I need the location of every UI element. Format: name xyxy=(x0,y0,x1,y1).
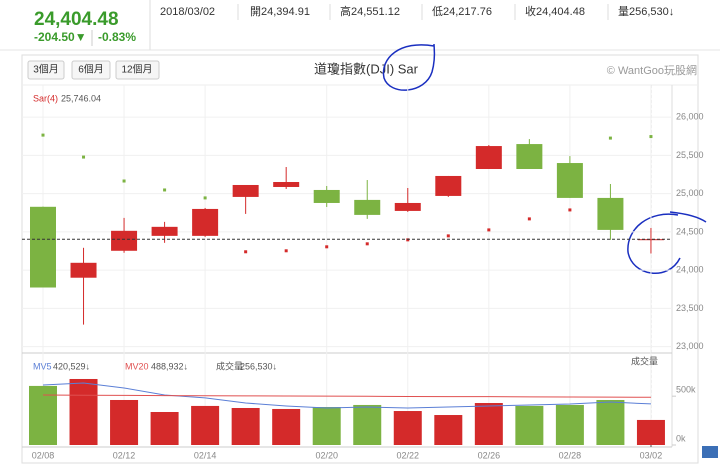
sar-legend: Sar(4) xyxy=(33,93,58,103)
sar-dot xyxy=(406,238,410,242)
high: 高24,551.12 xyxy=(340,4,400,18)
sar-dot xyxy=(122,179,126,183)
ma-legend: MV20 xyxy=(125,361,149,371)
candle-body xyxy=(597,197,624,230)
close: 收24,404.48 xyxy=(525,4,585,18)
sar-dot xyxy=(244,250,248,254)
sar-legend-value: 25,746.04 xyxy=(61,93,101,103)
watermark: © WantGoo玩股網 xyxy=(607,63,697,77)
change: -204.50▼ xyxy=(34,30,87,44)
date: 2018/03/02 xyxy=(160,6,215,18)
sar-dot xyxy=(527,217,531,221)
volume-bar xyxy=(353,404,382,445)
volume-legend-value: 256,530↓ xyxy=(240,361,277,371)
low: 低24,217.76 xyxy=(432,5,492,18)
y-tick-label: 24,000 xyxy=(676,265,704,275)
y-tick-label: 500k xyxy=(676,385,696,395)
candle-body xyxy=(394,202,421,211)
sar-dot xyxy=(82,155,86,159)
candle-body xyxy=(30,206,56,288)
sar-dot xyxy=(649,135,653,139)
sar-dot xyxy=(365,242,369,246)
volume-bar xyxy=(636,419,665,445)
candle-body xyxy=(354,199,381,215)
candle-body xyxy=(435,175,462,196)
range-button[interactable] xyxy=(115,60,160,80)
mail-icon[interactable] xyxy=(702,446,718,458)
x-tick-label: 02/26 xyxy=(478,450,501,460)
sar-dot xyxy=(608,136,612,140)
volume-bar xyxy=(191,405,220,445)
chart-frame xyxy=(21,54,699,464)
volume-bar xyxy=(434,415,463,445)
sar-dot xyxy=(41,133,45,137)
volume-bar xyxy=(474,403,503,445)
candle-body xyxy=(516,144,543,170)
ma-legend: MV5 xyxy=(33,361,52,371)
sar-dot xyxy=(568,208,572,212)
volume-bar xyxy=(29,385,57,445)
sar-dot xyxy=(163,188,167,192)
sar-dot xyxy=(203,196,207,200)
sar-dot xyxy=(487,228,491,232)
y-tick-label: 26,000 xyxy=(676,112,704,122)
volume-bar xyxy=(231,407,260,445)
volume: 量256,530↓ xyxy=(618,5,674,18)
x-tick-label: 02/20 xyxy=(315,450,338,460)
candle-body xyxy=(151,226,178,236)
volume-bar xyxy=(312,407,341,445)
ma-legend-value: 488,932↓ xyxy=(151,361,188,371)
volume-axis-label: 成交量 xyxy=(631,355,658,366)
x-tick-label: 02/28 xyxy=(559,450,582,460)
volume-bar xyxy=(272,408,301,445)
candle-body xyxy=(111,230,138,251)
moving-average xyxy=(42,394,651,398)
candle-body xyxy=(556,163,583,198)
candle-body xyxy=(313,189,340,203)
y-tick-label: 25,500 xyxy=(676,150,704,160)
sar-dot xyxy=(325,245,329,249)
candle-body xyxy=(70,262,97,278)
range-button[interactable] xyxy=(27,60,65,80)
volume-bar xyxy=(393,411,422,445)
y-tick-label: 24,500 xyxy=(676,226,704,236)
open: 開24,394.91 xyxy=(250,5,310,18)
volume-bar xyxy=(555,404,584,445)
range-button-label[interactable]: 3個月 xyxy=(33,63,59,76)
range-button-label[interactable]: 6個月 xyxy=(78,63,104,76)
x-tick-label: 02/12 xyxy=(113,450,136,460)
price: 24,404.48 xyxy=(34,9,119,30)
ma-legend-value: 420,529↓ xyxy=(53,361,90,371)
volume-bar xyxy=(515,405,544,445)
x-tick-label: 02/08 xyxy=(32,450,55,460)
moving-average xyxy=(42,382,651,409)
candle-body xyxy=(232,184,259,197)
chart-title: 道瓊指數(DJI) Sar xyxy=(314,61,419,76)
candle-body xyxy=(637,239,664,241)
range-button[interactable] xyxy=(71,60,111,80)
sar-dot xyxy=(284,249,288,253)
candle-body xyxy=(192,208,219,236)
change-pct: -0.83% xyxy=(98,30,136,44)
candle-body xyxy=(273,182,300,187)
volume-legend: 成交量 xyxy=(216,360,243,371)
y-tick-label: 23,000 xyxy=(676,341,704,351)
y-tick-label: 23,500 xyxy=(676,303,704,313)
volume-bar xyxy=(150,411,179,445)
annotation-circle xyxy=(627,211,707,274)
annotation-circle xyxy=(382,43,436,91)
sar-dot xyxy=(446,234,450,238)
x-tick-label: 03/02 xyxy=(640,450,663,460)
x-tick-label: 02/22 xyxy=(397,450,420,460)
x-tick-label: 02/14 xyxy=(194,450,217,460)
candle-body xyxy=(475,146,502,170)
volume-bar xyxy=(110,399,139,445)
volume-bar xyxy=(596,399,625,445)
y-tick-label: 25,000 xyxy=(676,188,704,198)
volume-bar xyxy=(69,378,98,445)
range-button-label[interactable]: 12個月 xyxy=(121,63,152,76)
y-tick-label: 0k xyxy=(676,433,686,443)
